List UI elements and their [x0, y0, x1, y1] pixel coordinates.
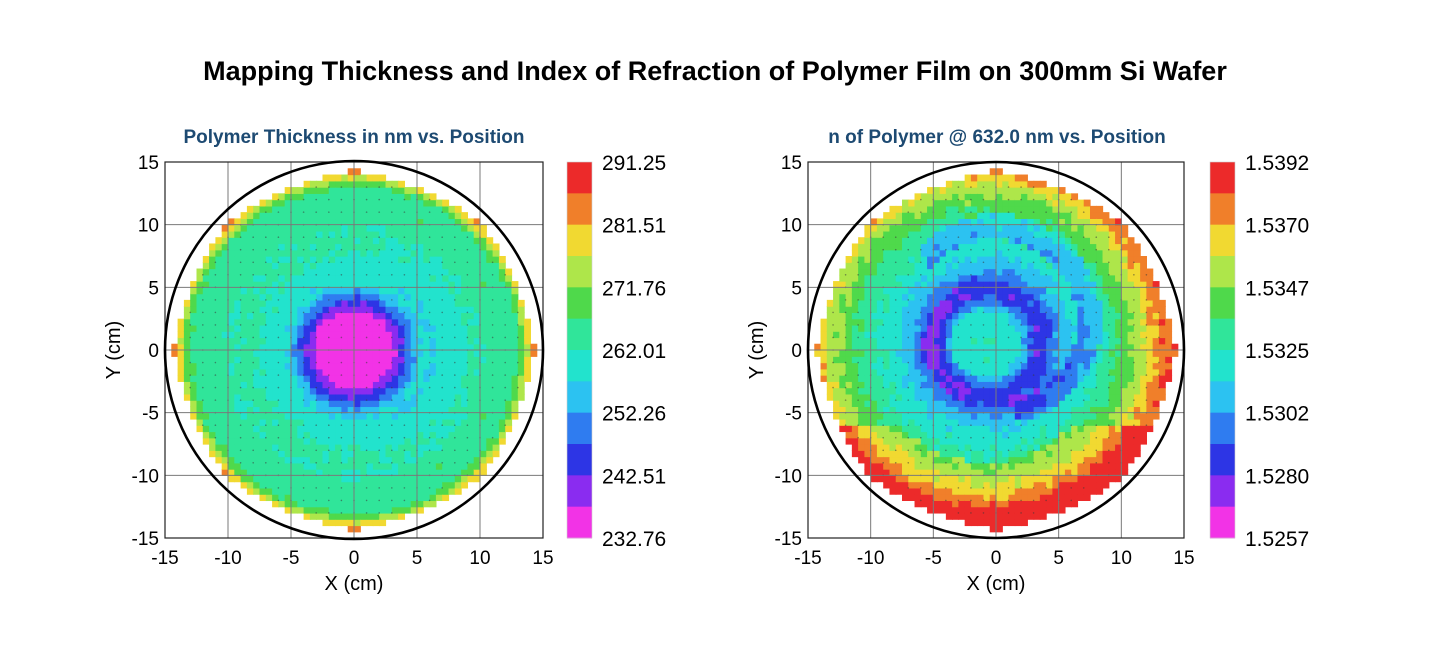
y-tick-label: -5	[785, 404, 802, 425]
colorbar-segment	[1210, 162, 1235, 194]
colorbar-label: 1.5325	[1245, 340, 1309, 363]
chart-2-title: n of Polymer @ 632.0 nm vs. Position	[828, 127, 1165, 148]
colorbar-segment	[567, 506, 592, 539]
colorbar-segment	[567, 350, 592, 382]
chart-2: n of Polymer @ 632.0 nm vs. Position-15-…	[746, 127, 1309, 595]
colorbar-label: 1.5370	[1245, 215, 1309, 238]
y-tick-label: 10	[781, 216, 802, 237]
colorbar-segment	[567, 412, 592, 445]
wafer-outline	[163, 159, 545, 541]
colorbar-label: 1.5392	[1245, 152, 1309, 175]
x-axis-label: X (cm)	[967, 573, 1026, 595]
colorbar-segment	[1210, 506, 1235, 539]
colorbar-label: 1.5302	[1245, 403, 1309, 426]
heatmap-cells	[814, 168, 1179, 533]
colorbar-segment	[567, 193, 592, 226]
y-tick-label: 5	[148, 278, 159, 299]
y-tick-label: -10	[132, 466, 159, 487]
colorbar-segment	[1210, 318, 1235, 351]
colorbar-segment	[1210, 350, 1235, 382]
colorbar: 1.5392 1.5370 1.5347 1.5325 1.5302 1.5280 1.52…	[1209, 152, 1309, 551]
x-tick-label: -15	[794, 548, 821, 569]
colorbar-label: 291.25	[602, 152, 666, 175]
x-tick-label: 5	[412, 548, 423, 569]
x-tick-label: 0	[991, 548, 1002, 569]
grid	[808, 162, 1184, 538]
y-tick-label: -15	[132, 529, 159, 550]
colorbar-segment	[1210, 256, 1235, 288]
colorbar-segment	[1210, 412, 1235, 445]
colorbar-label: 232.76	[602, 528, 666, 551]
x-tick-label: -5	[925, 548, 942, 569]
colorbar-label: 242.51	[602, 465, 666, 488]
colorbar-segment	[1210, 287, 1235, 320]
main-title: Mapping Thickness and Index of Refractio…	[203, 56, 1227, 86]
colorbar-segment	[1210, 444, 1235, 476]
chart-1: Polymer Thickness in nm vs. Position-15-…	[103, 127, 666, 595]
x-tick-label: -15	[151, 548, 178, 569]
colorbar-segment	[1210, 224, 1235, 257]
y-axis-label: Y (cm)	[746, 321, 768, 380]
x-tick-label: -5	[283, 548, 300, 569]
colorbar-segment	[567, 444, 592, 476]
colorbar-label: 252.26	[602, 403, 666, 426]
y-tick-label: 0	[148, 341, 159, 362]
y-tick-label: 15	[781, 153, 802, 174]
colorbar-segment	[567, 162, 592, 194]
x-tick-label: 0	[349, 548, 360, 569]
x-tick-label: -10	[857, 548, 884, 569]
colorbar-label: 1.5280	[1245, 465, 1309, 488]
colorbar-label: 271.76	[602, 277, 666, 300]
y-tick-label: -10	[775, 466, 802, 487]
colorbar-label: 281.51	[602, 215, 666, 238]
y-tick-label: -5	[142, 404, 159, 425]
colorbar-segment	[567, 256, 592, 288]
colorbar-segment	[1210, 381, 1235, 414]
colorbar-segment	[1210, 475, 1235, 508]
x-tick-label: -10	[214, 548, 241, 569]
y-tick-label: 5	[791, 278, 802, 299]
wafer-outline	[806, 160, 1186, 540]
x-tick-label: 5	[1053, 548, 1064, 569]
colorbar: 291.25 281.51 271.76 262.01 252.26 242.51 232.…	[566, 152, 666, 551]
x-axis-label: X (cm)	[325, 573, 384, 595]
y-tick-label: 10	[138, 216, 159, 237]
grid	[165, 162, 543, 538]
colorbar-segment	[567, 224, 592, 257]
chart-1-title: Polymer Thickness in nm vs. Position	[183, 127, 524, 148]
colorbar-label: 1.5347	[1245, 277, 1309, 300]
y-tick-label: 0	[791, 341, 802, 362]
colorbar-segment	[567, 287, 592, 320]
heatmap-cells	[171, 168, 538, 533]
y-axis-label: Y (cm)	[103, 321, 125, 380]
colorbar-segment	[567, 475, 592, 508]
x-tick-label: 10	[469, 548, 490, 569]
y-tick-label: 15	[138, 153, 159, 174]
y-tick-label: -15	[775, 529, 802, 550]
colorbar-label: 1.5257	[1245, 528, 1309, 551]
colorbar-segment	[567, 381, 592, 414]
colorbar-segment	[567, 318, 592, 351]
x-tick-label: 15	[1173, 548, 1194, 569]
x-tick-label: 10	[1111, 548, 1132, 569]
colorbar-label: 262.01	[602, 340, 666, 363]
x-tick-label: 15	[532, 548, 553, 569]
colorbar-segment	[1210, 193, 1235, 226]
